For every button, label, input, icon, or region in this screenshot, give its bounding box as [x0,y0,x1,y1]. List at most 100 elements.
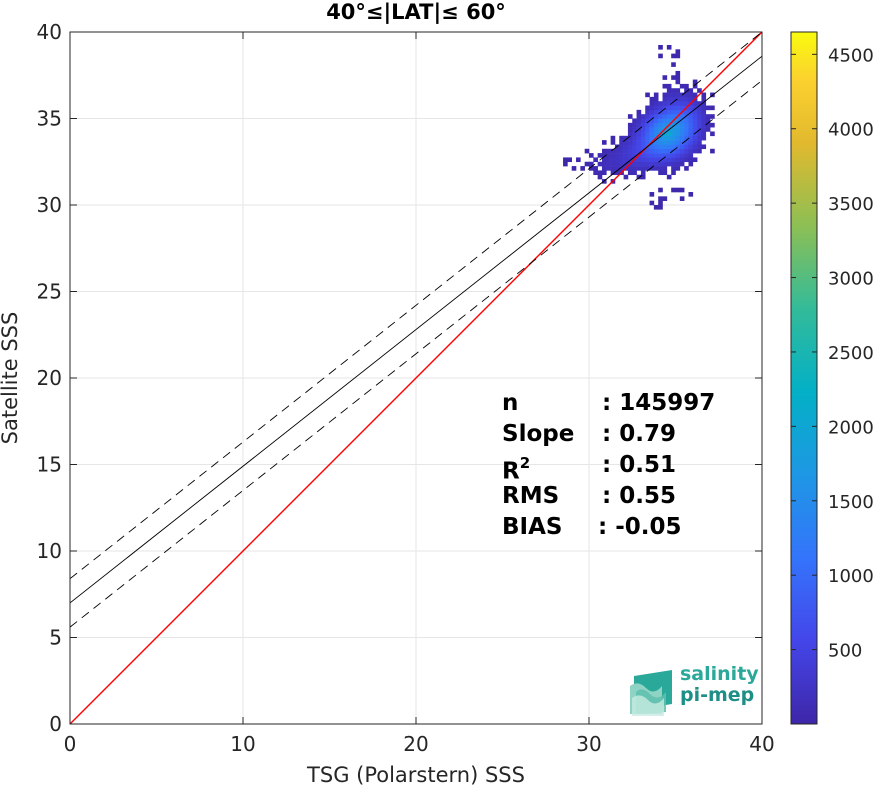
density-cell [571,166,577,171]
density-cell [662,109,668,115]
density-cell [671,122,676,128]
density-cell [610,140,616,145]
density-cell [679,127,685,132]
salinity-pi-mep-logo: salinity pi-mep [628,664,759,716]
density-cell [688,114,694,119]
y-tick-label: 35 [37,107,62,131]
density-cell [614,170,620,176]
density-cell [593,166,598,171]
density-cell [710,148,715,154]
density-cell [671,109,676,115]
y-tick-label: 40 [37,20,62,44]
stat-name: RMS [502,483,560,509]
density-cell [619,166,624,171]
density-cell [662,148,668,154]
density-cell [684,88,689,93]
density-cell [666,153,672,158]
density-cell [666,131,672,137]
density-cell [653,118,659,124]
density-cell [697,88,702,93]
density-cell [675,187,681,193]
density-cell [658,166,663,171]
density-cell [671,127,676,132]
density-cell [649,131,655,137]
density-cell [688,92,694,98]
density-cell [692,144,698,150]
density-cell [684,96,689,102]
density-cell [697,105,702,111]
density-cell [666,148,672,154]
y-tick-label: 15 [37,453,62,477]
density-cell [675,161,681,167]
x-tick-label: 10 [230,732,255,756]
density-cell [649,161,655,167]
density-cell [645,135,650,141]
density-cell [684,127,689,132]
density-cell [662,118,668,124]
colorbar-tick-label: 500 [828,641,862,662]
density-cell [666,105,672,111]
density-cell [649,96,655,102]
density-cell [649,144,655,150]
density-cell [697,131,702,137]
density-cell [662,161,668,167]
density-cell [679,101,685,106]
density-cell [692,135,698,141]
density-cell [636,166,642,171]
density-cell [584,161,590,167]
density-cell [658,196,663,201]
density-cell [658,153,663,158]
density-cell [653,148,659,154]
density-cell [662,170,668,176]
density-cell [666,144,672,150]
density-cell [636,174,642,180]
density-cell [658,122,663,128]
density-cell [658,187,663,193]
density-cell [653,144,659,150]
density-cell [701,114,707,119]
density-cell [679,96,685,102]
density-cell [671,75,676,80]
density-cell [610,148,616,154]
density-cell [692,101,698,106]
density-cell [675,148,681,154]
density-cell [636,140,642,145]
density-cell [662,196,668,201]
density-cell [645,161,650,167]
density-cell [697,109,702,115]
density-cell [688,157,694,163]
density-cell [606,157,611,163]
density-cell [692,148,698,154]
density-cell [662,105,668,111]
density-cell [675,96,681,102]
density-cell [649,122,655,128]
density-cell [658,105,663,111]
density-cell [671,140,676,145]
density-cell [692,157,698,163]
density-cell [610,135,616,141]
density-cell [576,157,581,163]
density-cell [614,157,620,163]
reference-line [70,55,762,604]
density-cell [692,92,698,98]
density-cell [688,122,694,128]
density-cell [671,53,676,59]
density-cell [679,105,685,111]
stat-value: : 0.79 [602,421,676,447]
density-cell [658,170,663,176]
density-cell [701,96,707,102]
density-cell [658,200,663,206]
density-cell [623,140,629,145]
stat-superscript: 2 [519,454,531,472]
density-cell [589,153,594,158]
density-cell [688,88,694,93]
stat-name: n [502,390,519,416]
density-cell [697,122,702,128]
density-cell [597,174,603,180]
density-cell [636,135,642,141]
colorbar-tick-label: 3000 [828,269,874,290]
density-cell [645,122,650,128]
density-cell [688,161,694,167]
density-cell [563,157,568,163]
density-cell [623,174,629,180]
